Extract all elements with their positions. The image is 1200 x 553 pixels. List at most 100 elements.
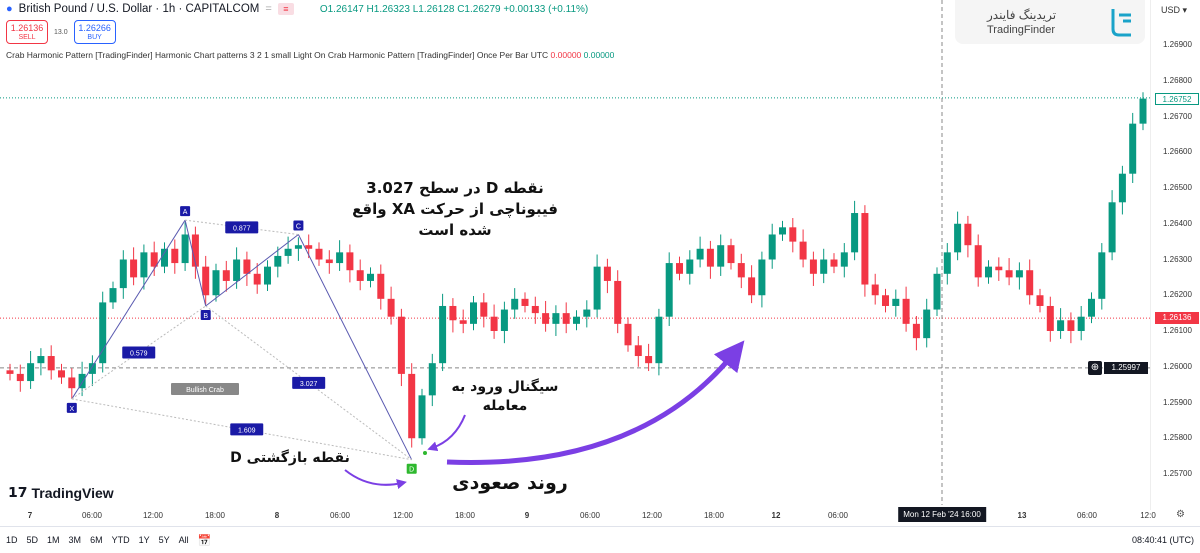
candle-body	[37, 356, 45, 364]
time-tick: 06:00	[827, 511, 849, 520]
candle-body	[676, 263, 683, 274]
candle-body	[315, 248, 323, 260]
time-tick: 06:00	[579, 511, 601, 520]
range-1d[interactable]: 1D	[6, 535, 18, 545]
candle-body	[222, 270, 230, 281]
candle-body	[16, 373, 24, 382]
candle-body	[140, 252, 148, 278]
candle-body	[109, 288, 117, 303]
change-value: +0.00133 (+0.11%)	[503, 3, 589, 15]
sell-button[interactable]: 1.26136 SELL	[6, 20, 48, 44]
ratio-label-ac: 0.877	[233, 225, 251, 232]
price-tick: 1.26200	[1163, 290, 1192, 300]
candle-body	[820, 259, 828, 274]
pattern-name-label: Bullish Crab	[186, 387, 224, 394]
price-axis[interactable]: USD ▾ 1.26752 1.26136 1.26900 1.26800 1.26…	[1150, 0, 1200, 510]
candle-body	[233, 259, 241, 281]
candle-body	[212, 270, 220, 296]
time-tick: 18:00	[703, 511, 725, 520]
candle-body	[1026, 270, 1034, 296]
candle-body	[552, 313, 560, 324]
candle-body	[1077, 316, 1085, 331]
candle-body	[449, 305, 457, 321]
range-ytd[interactable]: YTD	[111, 535, 130, 545]
time-tick: 06:00	[1076, 511, 1098, 520]
candle-body	[840, 252, 848, 267]
range-5y[interactable]: 5Y	[158, 535, 170, 545]
candle-body	[573, 316, 580, 324]
buy-label: BUY	[87, 34, 102, 41]
indicator-value-1: 0.00000	[550, 50, 582, 60]
time-tick: 18:00	[204, 511, 226, 520]
time-tick: 06:00	[329, 511, 351, 520]
range-1m[interactable]: 1M	[47, 535, 60, 545]
candle-body	[6, 370, 14, 374]
crosshair-price-tag: 1.25997	[1104, 362, 1148, 374]
range-6m[interactable]: 6M	[90, 535, 103, 545]
range-3m[interactable]: 3M	[68, 535, 82, 545]
time-tick: 13	[1017, 511, 1027, 520]
buy-button[interactable]: 1.26266 BUY	[73, 20, 116, 44]
add-alert-icon[interactable]: ⊕	[1088, 361, 1102, 375]
indicator-legend[interactable]: Crab Harmonic Pattern [TradingFinder] Ha…	[6, 50, 614, 60]
candle-body	[943, 252, 951, 274]
dash: =	[265, 3, 272, 15]
currency-select[interactable]: USD ▾	[1161, 5, 1188, 15]
candle-body	[367, 273, 374, 281]
candle-body	[964, 223, 972, 246]
candle-body	[799, 241, 807, 260]
note-entry-signal: سیگنال ورود به معامله	[451, 379, 559, 414]
range-all[interactable]: All	[178, 535, 189, 545]
candle-body	[99, 302, 107, 364]
pattern-leg-ab	[184, 220, 207, 307]
currency-label: USD	[1161, 5, 1181, 15]
price-chart[interactable]: 0.579 0.877 3.027 1.609 Bullish Crab X A B C D	[0, 0, 1150, 505]
clock[interactable]: 08:40:41 (UTC)	[1131, 535, 1194, 545]
time-axis[interactable]: Mon 12 Feb '24 16:00 7 06:00 12:00 18:00 8 06…	[0, 505, 1156, 525]
time-tick: 12	[771, 511, 781, 520]
candle-body	[737, 263, 745, 278]
candle-body	[758, 259, 766, 296]
candle-body	[696, 248, 704, 260]
candle-body	[727, 245, 735, 264]
candle-body	[27, 363, 35, 382]
candle-body	[500, 309, 508, 331]
candle-body	[119, 259, 127, 289]
time-tick: 7	[27, 511, 33, 520]
axis-settings-icon[interactable]: ⚙	[1176, 509, 1185, 520]
candle-body	[181, 234, 189, 264]
candle-body	[480, 302, 488, 317]
trade-box: 1.26136 SELL 13.0 1.26266 BUY	[6, 20, 116, 44]
ohlc-values: O1.26147 H1.26323 L1.26128 C1.26279 +0.0…	[320, 4, 588, 15]
candle-body	[902, 298, 910, 324]
candle-body	[408, 373, 416, 439]
pattern-point-a	[180, 206, 191, 217]
pattern-point-d	[406, 463, 417, 474]
candle-body	[284, 248, 292, 256]
candle-body	[768, 234, 776, 260]
candle-body	[717, 245, 725, 267]
candle-body	[150, 252, 158, 267]
candle-body	[336, 252, 344, 264]
pattern-leg-cd	[297, 234, 413, 460]
candle-body	[243, 259, 251, 274]
time-tick: 12:00	[392, 511, 414, 520]
symbol-title[interactable]: British Pound / U.S. Dollar · 1h · CAPIT…	[18, 3, 260, 15]
crosshair-time-tag: Mon 12 Feb '24 16:00	[898, 507, 986, 522]
pattern-point-label: X	[69, 406, 74, 413]
range-1y[interactable]: 1Y	[138, 535, 150, 545]
time-tick: 9	[524, 511, 530, 520]
range-5d[interactable]: 5D	[26, 535, 39, 545]
date-range-icon[interactable]: 📅	[197, 534, 212, 547]
price-tick: 1.26800	[1163, 75, 1192, 85]
menu-icon[interactable]: ≡	[277, 3, 294, 15]
candle-body	[562, 313, 570, 324]
close-value: C1.26279	[457, 3, 501, 15]
time-tick: 12:0	[1140, 511, 1156, 520]
buy-price: 1.26266	[78, 23, 111, 33]
sell-price: 1.26136	[10, 23, 44, 33]
price-tick: 1.26000	[1163, 361, 1192, 371]
candle-body	[161, 248, 168, 267]
candle-body	[439, 305, 447, 364]
candle-body	[1057, 320, 1065, 331]
